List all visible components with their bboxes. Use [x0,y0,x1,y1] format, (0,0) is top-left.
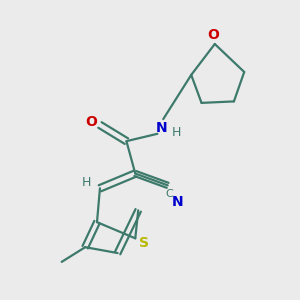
Text: O: O [85,115,97,129]
Text: H: H [82,176,92,189]
Text: O: O [207,28,219,42]
Text: S: S [139,236,149,250]
Text: N: N [156,121,168,135]
Text: H: H [172,126,181,139]
Text: C: C [165,189,173,199]
Text: N: N [172,194,184,208]
